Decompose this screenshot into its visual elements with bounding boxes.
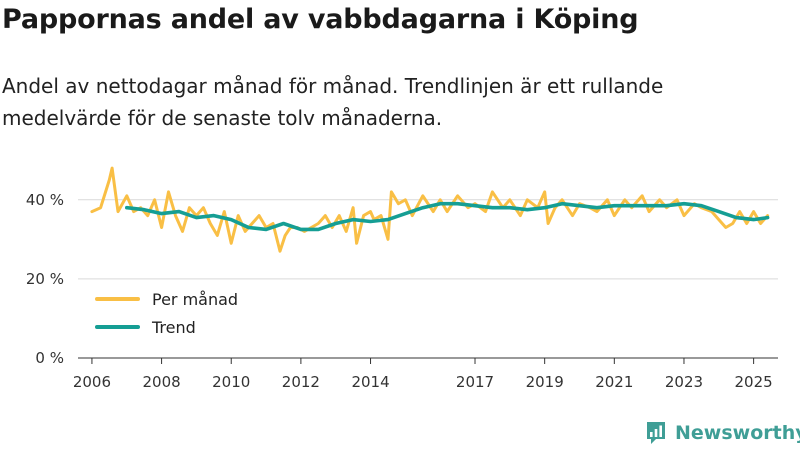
legend-background <box>88 284 256 344</box>
brand-logo: Newsworthy <box>645 420 800 446</box>
legend: Per månad Trend <box>88 284 256 344</box>
chart-subtitle: Andel av nettodagar månad för månad. Tre… <box>2 74 664 130</box>
legend-label-trend: Trend <box>151 318 196 337</box>
x-tick-label: 2017 <box>456 373 494 391</box>
series-lines <box>90 166 770 253</box>
chart-title: Pappornas andel av vabbdagarna i Köping <box>2 4 639 35</box>
x-tick-label: 2006 <box>73 373 111 391</box>
x-tick-label: 2025 <box>735 373 773 391</box>
x-tick-label: 2010 <box>212 373 250 391</box>
y-tick-label: 0 % <box>35 349 64 367</box>
y-tick-label: 40 % <box>26 191 64 209</box>
x-axis: 2006 2008 2010 2012 2014 2017 2019 2021 2023 2025 <box>73 357 778 391</box>
x-tick-label: 2012 <box>282 373 320 391</box>
series-line-trend <box>125 201 770 232</box>
series-line-per-manad <box>90 166 770 253</box>
brand-name: Newsworthy <box>675 422 800 444</box>
y-tick-label: 20 % <box>26 270 64 288</box>
legend-label-per-manad: Per månad <box>152 290 238 309</box>
y-axis-ticks: 0 % 20 % 40 % <box>26 191 64 367</box>
newsworthy-chart-icon <box>647 422 665 444</box>
x-tick-label: 2023 <box>665 373 703 391</box>
x-tick-label: 2008 <box>142 373 180 391</box>
x-tick-label: 2014 <box>351 373 389 391</box>
x-tick-label: 2021 <box>595 373 633 391</box>
x-tick-label: 2019 <box>526 373 564 391</box>
